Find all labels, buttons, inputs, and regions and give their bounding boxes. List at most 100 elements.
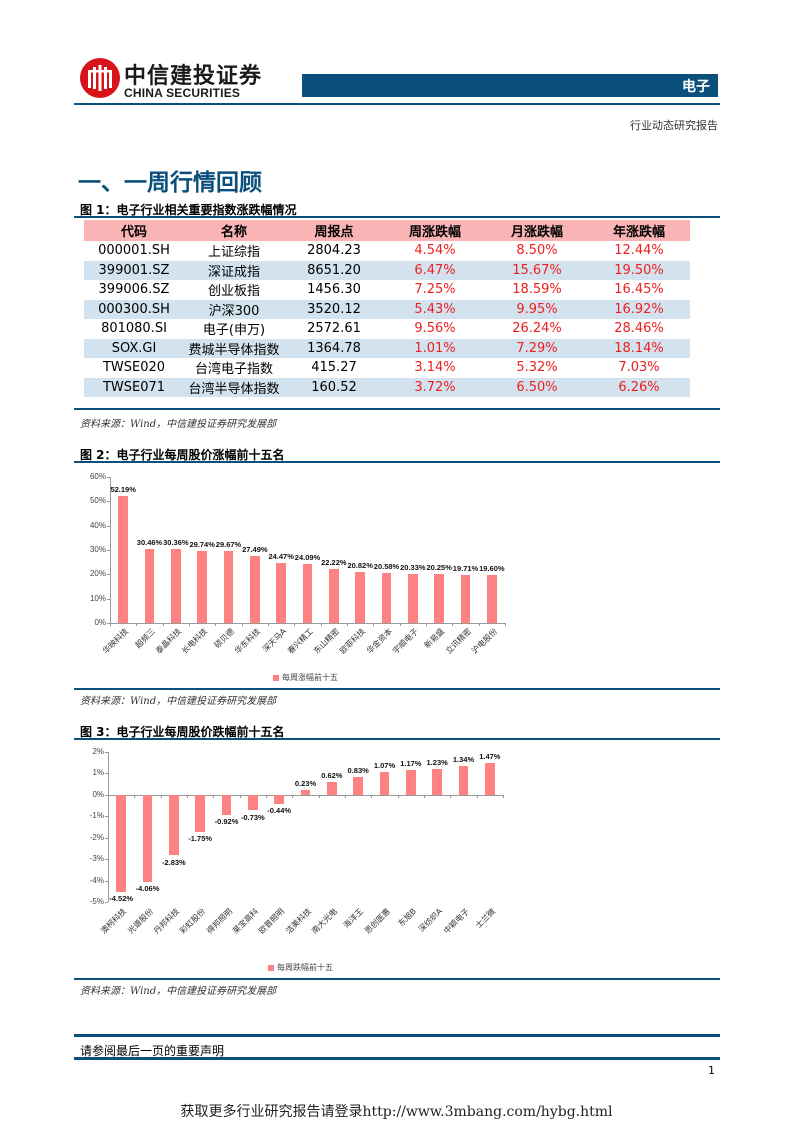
cell-yearly: 16.92% xyxy=(588,299,690,319)
cell-yearly: 12.44% xyxy=(614,243,664,259)
bar xyxy=(300,789,311,795)
cell-weekly: 3.72% xyxy=(384,377,486,397)
x-tick-mark xyxy=(136,623,138,626)
x-tick-mark xyxy=(160,794,162,798)
bar xyxy=(487,575,497,623)
index-performance-table: 代码 名称 周报点 周涨跌幅 月涨跌幅 年涨跌幅 000001.SH 上证综指 28… xyxy=(84,220,690,397)
promo-link[interactable]: 获取更多行业研究报告请登录http://www.3mbang.com/hybg.… xyxy=(180,1104,613,1120)
cell-monthly: 26.24% xyxy=(512,321,562,337)
x-tick-mark xyxy=(241,623,243,626)
bar xyxy=(223,550,234,623)
bar xyxy=(355,572,365,623)
y-tick-label: 1% xyxy=(92,768,104,778)
bar-value-label: -4.52% xyxy=(109,893,134,903)
y-tick-mark xyxy=(107,550,110,551)
x-category-label: 光谱股份 xyxy=(125,906,155,936)
logo-chinese-name: 中信建投证券 xyxy=(124,63,263,89)
bar xyxy=(274,794,284,805)
x-category-label: 得邦照明 xyxy=(204,906,234,936)
figure2-source: 资料来源：Wind，中信建投证券研究发展部 xyxy=(80,696,277,707)
figure1-bottom-rule xyxy=(74,408,720,410)
x-category-label: 澳柯科技 xyxy=(99,906,129,936)
cell-weekly: 9.56% xyxy=(414,321,456,337)
bar xyxy=(116,794,126,892)
cell-monthly: 18.59% xyxy=(512,282,562,298)
table-row: 000300.SH 沪深300 3520.12 5.43% 9.95% 16.92% xyxy=(84,299,690,319)
cell-weekly: 6.47% xyxy=(384,260,486,280)
cell-name: 电子(申万) xyxy=(202,323,266,339)
x-tick-mark xyxy=(266,794,267,798)
legend-label: 每周跌幅前十五 xyxy=(277,963,333,972)
table-row: TWSE020 台湾电子指数 415.27 3.14% 5.32% 7.03% xyxy=(84,358,690,378)
y-tick-mark xyxy=(105,752,108,753)
x-category-label: 丹邦科技 xyxy=(151,906,181,936)
x-tick-mark xyxy=(397,794,399,798)
x-category-label: 硕贝德 xyxy=(212,626,236,651)
bar xyxy=(408,573,418,623)
x-tick-mark xyxy=(108,794,109,798)
footer-top-rule xyxy=(74,1034,720,1037)
y-tick-mark xyxy=(107,477,110,478)
x-category-label: 洁美科技 xyxy=(283,906,313,936)
cell-name: 深证成指 xyxy=(184,260,284,280)
y-tick-label: 30% xyxy=(89,545,106,554)
bar-value-label: 19.60% xyxy=(479,564,505,574)
cell-name: 台湾电子指数 xyxy=(194,362,273,378)
x-tick-mark xyxy=(505,623,506,626)
x-category-label: 深天马A xyxy=(261,626,289,654)
x-tick-mark xyxy=(399,623,401,626)
bar xyxy=(406,769,416,795)
x-category-label: 士兰微 xyxy=(473,906,497,931)
x-category-label: 宇顺电子 xyxy=(390,626,420,656)
header-divider xyxy=(74,103,720,105)
figure3-top-rule xyxy=(74,738,720,740)
bar-value-label: -0.92% xyxy=(214,816,239,826)
x-tick-mark xyxy=(452,623,454,626)
y-tick-mark xyxy=(105,773,108,775)
y-tick-label: 2% xyxy=(92,747,104,756)
figure1-source: 资料来源：Wind，中信建投证券研究发展部 xyxy=(80,419,277,430)
cell-weekly: 1.01% xyxy=(384,338,486,358)
col-monthly-change: 月涨跌幅 xyxy=(486,220,588,241)
bar-value-label: 24.47% xyxy=(268,552,294,562)
bar-value-label: 29.67% xyxy=(215,539,242,549)
cell-close: 3520.12 xyxy=(284,299,384,319)
y-tick-mark xyxy=(105,902,108,903)
y-tick-mark xyxy=(105,816,108,818)
sector-banner: 电子 xyxy=(302,74,718,97)
cell-monthly: 5.32% xyxy=(516,360,558,376)
y-tick-mark xyxy=(107,525,110,527)
col-name: 名称 xyxy=(184,220,284,241)
cell-close: 2572.61 xyxy=(307,321,361,337)
bar xyxy=(329,568,339,623)
section-title: 一、一周行情回顾 xyxy=(78,170,262,196)
col-code: 代码 xyxy=(84,220,184,241)
bar-value-label: 20.33% xyxy=(400,562,426,572)
cell-name: 上证综指 xyxy=(207,245,260,261)
x-category-label: 超频三 xyxy=(133,626,157,651)
x-category-label: 华东科技 xyxy=(232,626,262,656)
y-tick-label: 50% xyxy=(89,496,106,506)
x-category-label: 沪电股份 xyxy=(469,626,499,656)
x-tick-mark xyxy=(503,794,504,798)
y-tick-label: -1% xyxy=(89,811,104,821)
cell-name: 沪深300 xyxy=(184,299,284,319)
cell-yearly: 28.46% xyxy=(614,321,664,337)
report-type: 行业动态研究报告 xyxy=(630,119,718,132)
bar-value-label: 1.23% xyxy=(426,757,448,767)
x-tick-mark xyxy=(239,794,241,798)
figure3-source: 资料来源：Wind，中信建投证券研究发展部 xyxy=(80,986,277,997)
bar xyxy=(197,550,207,623)
table-row: TWSE071 台湾半导体指数 160.52 3.72% 6.50% 6.26% xyxy=(84,377,690,397)
cell-close: 1364.78 xyxy=(284,338,384,358)
col-weekly-change: 周涨跌幅 xyxy=(384,220,486,241)
y-tick-label: 0% xyxy=(94,618,106,627)
bar xyxy=(169,794,179,856)
y-tick-mark xyxy=(107,574,110,576)
disclaimer-note: 请参阅最后一页的重要声明 xyxy=(80,1044,225,1058)
figure2-top-rule xyxy=(74,461,720,463)
cell-name: 费城半导体指数 xyxy=(184,338,284,358)
chart-legend: 每周跌幅前十五 xyxy=(268,962,333,973)
company-logo-icon xyxy=(80,58,120,98)
figure2-bottom-rule xyxy=(74,688,720,690)
